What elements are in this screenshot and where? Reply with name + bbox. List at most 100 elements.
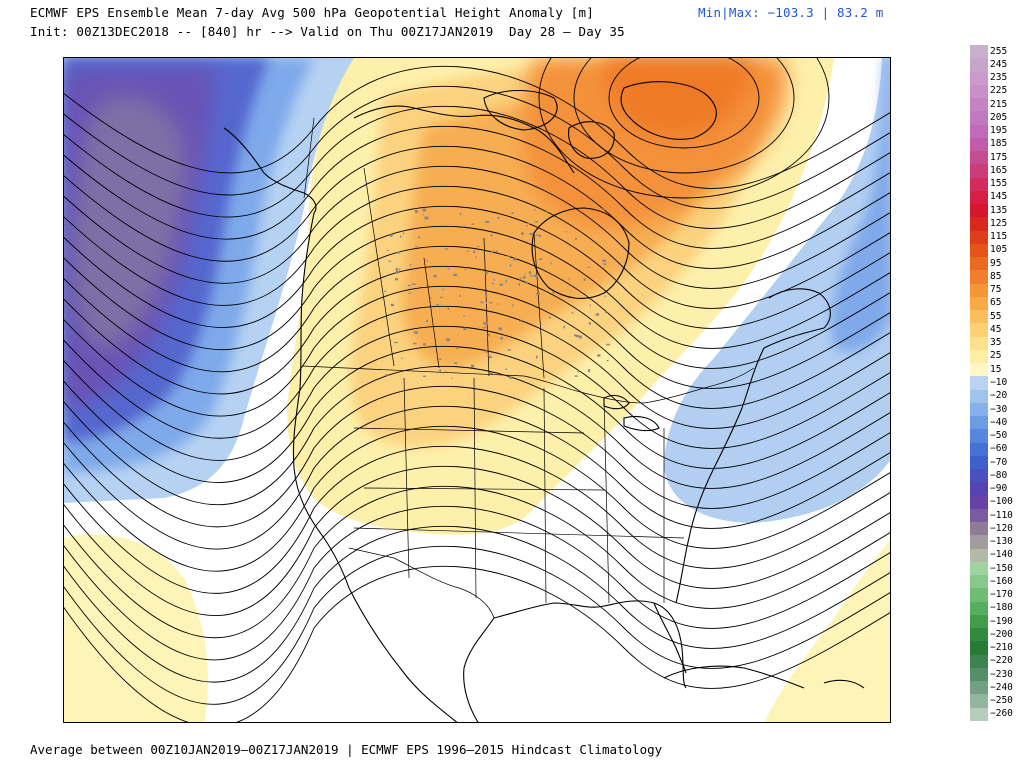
lake <box>384 374 388 376</box>
lake <box>518 320 522 322</box>
lake <box>466 250 469 252</box>
lake <box>496 303 499 305</box>
lake <box>454 362 457 365</box>
legend-label: −180 <box>990 602 1013 614</box>
legend-swatch <box>970 230 988 245</box>
legend-label: 205 <box>990 111 1008 123</box>
lake <box>451 377 453 379</box>
legend-label: −230 <box>990 668 1013 680</box>
legend-label: −190 <box>990 615 1013 627</box>
lake <box>471 223 474 225</box>
legend-swatch <box>970 495 988 510</box>
lake <box>460 212 462 216</box>
lake <box>538 234 542 237</box>
lake <box>498 327 502 331</box>
lake <box>395 267 398 271</box>
height-contour <box>64 425 890 572</box>
legend-swatch <box>970 283 988 298</box>
legend-label: −120 <box>990 522 1013 534</box>
lake <box>529 271 531 274</box>
lake <box>565 231 568 233</box>
lake <box>588 369 591 373</box>
legend-label: 35 <box>990 337 1002 349</box>
legend-swatch <box>970 296 988 311</box>
height-contour <box>64 565 890 722</box>
lake <box>536 292 540 296</box>
lake <box>447 307 449 310</box>
lake <box>389 234 393 237</box>
legend-label: −160 <box>990 575 1013 587</box>
height-contour <box>64 105 890 229</box>
height-contour <box>64 205 890 329</box>
lake <box>521 232 524 235</box>
legend-swatch <box>970 601 988 616</box>
height-contour <box>64 465 890 617</box>
lake <box>574 334 577 337</box>
lake <box>488 302 493 304</box>
lake <box>526 224 528 227</box>
lake <box>507 255 510 257</box>
legend-label: −240 <box>990 681 1013 693</box>
lake <box>395 278 398 281</box>
lake <box>485 301 487 304</box>
lake <box>446 338 450 342</box>
lake <box>482 327 486 329</box>
lake <box>507 349 511 351</box>
lake <box>426 319 428 323</box>
lake <box>401 357 403 359</box>
legend-swatch <box>970 389 988 404</box>
lake <box>493 278 495 281</box>
legend-swatch <box>970 416 988 430</box>
legend-swatch <box>970 641 988 656</box>
lake <box>384 290 387 292</box>
lake <box>422 208 426 212</box>
legend-label: −140 <box>990 549 1013 561</box>
lake <box>568 278 570 280</box>
legend-swatch <box>970 667 988 682</box>
lake <box>497 216 500 219</box>
legend-label: −80 <box>990 469 1008 481</box>
legend-swatch <box>970 111 988 126</box>
legend-label: 15 <box>990 363 1002 375</box>
lake <box>483 322 488 325</box>
legend-swatch <box>970 151 988 165</box>
lake <box>535 221 538 223</box>
legend-swatch <box>970 469 988 483</box>
lake <box>415 246 418 248</box>
legend-label: −150 <box>990 562 1013 574</box>
legend-swatch <box>970 588 988 603</box>
height-contour <box>64 65 890 189</box>
legend-swatch <box>970 84 988 99</box>
lake <box>524 273 526 275</box>
lake <box>606 343 610 346</box>
lake <box>462 225 466 228</box>
legend-label: −90 <box>990 483 1008 495</box>
lake <box>522 276 526 279</box>
legend-swatch <box>970 442 988 457</box>
height-contour <box>64 125 890 249</box>
lake <box>424 216 429 220</box>
lake <box>436 304 439 306</box>
legend-swatch <box>970 707 988 722</box>
legend-swatch <box>970 98 988 112</box>
coastlines <box>223 81 865 722</box>
lake <box>414 210 418 213</box>
legend-swatch <box>970 455 988 470</box>
legend-label: −50 <box>990 430 1008 442</box>
legend-swatch <box>970 694 988 709</box>
legend-label: 135 <box>990 204 1008 216</box>
lake <box>583 278 586 281</box>
anomaly-map <box>63 57 891 723</box>
legend-swatch <box>970 402 988 417</box>
legend-label: 65 <box>990 297 1002 309</box>
footer-caption: Average between 00Z10JAN2019—00Z17JAN201… <box>30 742 663 757</box>
legend-swatch <box>970 614 988 629</box>
height-contour <box>64 505 890 661</box>
lake <box>423 375 426 378</box>
height-contour <box>64 545 890 705</box>
lake <box>397 251 400 254</box>
lake <box>539 258 543 260</box>
color-legend-labels: 255 245 235 225 215 205 195 185 175 165 155 145 135 1… <box>990 45 1024 721</box>
color-legend <box>970 45 988 722</box>
lake <box>563 325 565 329</box>
